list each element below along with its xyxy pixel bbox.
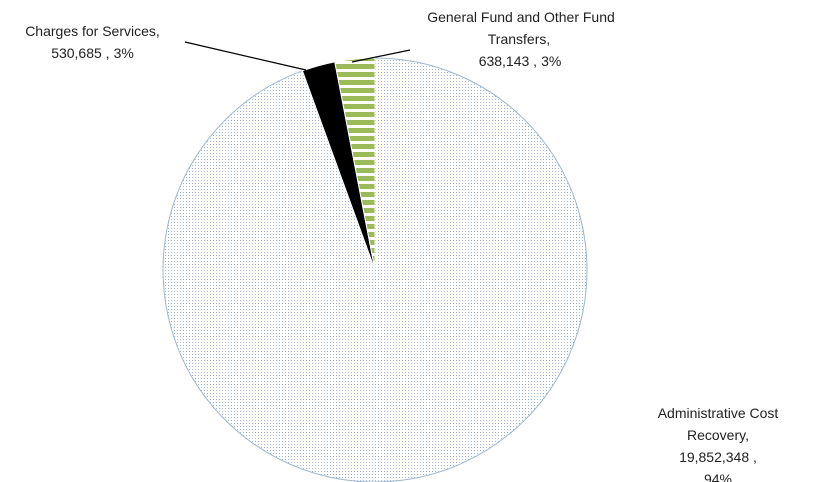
percent-label: 3% xyxy=(113,45,134,61)
category: Administrative Cost Recovery, xyxy=(657,405,779,443)
leader-line xyxy=(184,41,307,71)
value-label: 19,852,348 , xyxy=(679,449,757,465)
slice-label: General Fund and Other Fund Transfers, 6… xyxy=(410,6,630,72)
leader-line xyxy=(351,49,411,63)
category: General Fund and Other Fund Transfers, xyxy=(427,9,615,47)
category: Charges for Services, xyxy=(25,23,160,39)
pie-slice xyxy=(334,57,376,271)
percent-label: 94% xyxy=(703,471,733,482)
slice-label: Charges for Services, 530,685 , 3% xyxy=(0,20,185,64)
value-label: 530,685 , xyxy=(51,45,110,61)
percent-label: 3% xyxy=(541,53,562,69)
slice-label: Administrative Cost Recovery, x 19,852,3… xyxy=(588,402,813,482)
value-label: 638,143 , xyxy=(478,53,538,69)
